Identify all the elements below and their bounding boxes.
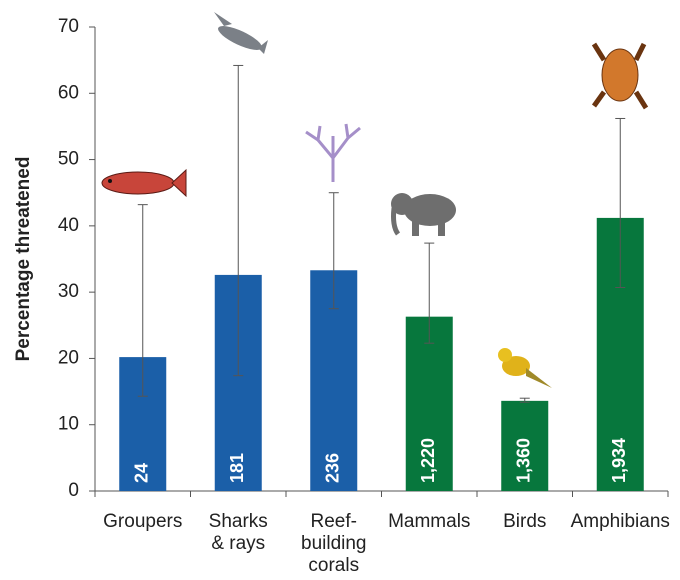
y-tick-label: 50 [58, 149, 79, 170]
bar-label: 1,220 [418, 438, 438, 483]
x-tick-label: Birds [475, 511, 575, 533]
bar-label: 181 [227, 453, 247, 483]
chart: Percentage threatened 0 10 20 30 40 50 60 70 24 1… [0, 0, 680, 580]
bar-label: 1,934 [609, 438, 629, 483]
x-tick-label: Amphibians [570, 511, 670, 533]
y-tick-label: 70 [58, 16, 79, 37]
bar-label: 236 [323, 453, 343, 483]
elephant-icon [391, 193, 456, 236]
y-tick-label: 20 [58, 347, 79, 368]
bar-label: 24 [132, 463, 152, 483]
y-tick-label: 10 [58, 414, 79, 435]
bar-label: 1,360 [514, 438, 534, 483]
fish-icon [102, 170, 186, 196]
x-tick-label: Reef- building corals [284, 511, 384, 577]
frog-icon [594, 44, 646, 108]
y-tick-label: 40 [58, 215, 79, 236]
coral-icon [306, 124, 360, 182]
shark-icon [214, 12, 268, 54]
x-tick-label: Groupers [93, 511, 193, 533]
y-axis-label: Percentage threatened [13, 157, 34, 362]
chart-canvas: Percentage threatened 0 10 20 30 40 50 60 70 24 1… [0, 0, 680, 580]
bird-icon [498, 348, 552, 388]
x-tick-label: Sharks & rays [188, 511, 288, 555]
x-tick-label: Mammals [379, 511, 479, 533]
y-tick-label: 60 [58, 82, 79, 103]
y-tick-label: 0 [68, 480, 79, 501]
y-tick-label: 30 [58, 281, 79, 302]
